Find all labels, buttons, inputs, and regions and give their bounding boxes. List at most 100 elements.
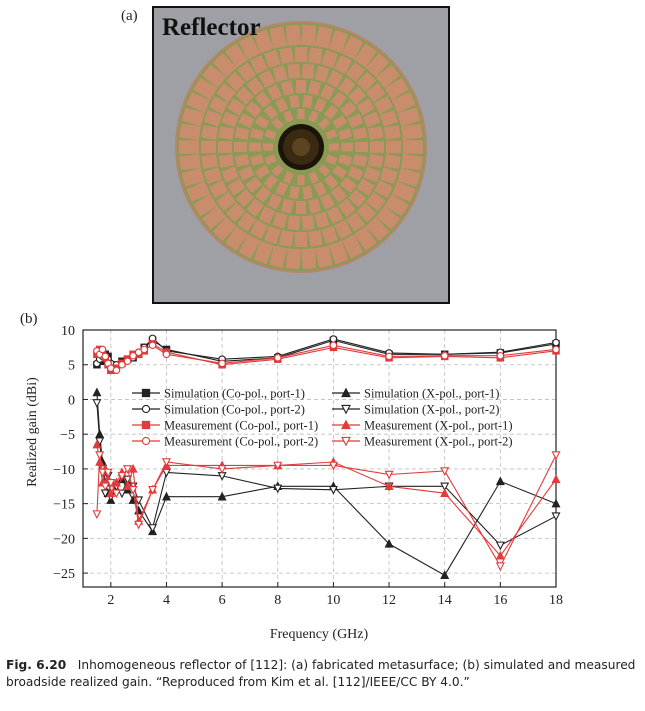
copper-patch bbox=[334, 55, 352, 75]
copper-patch bbox=[245, 176, 262, 193]
series-3 bbox=[93, 340, 560, 375]
x-tick-label: 6 bbox=[219, 593, 226, 608]
x-tick-label: 2 bbox=[107, 593, 114, 608]
patch-ring-1 bbox=[263, 109, 339, 185]
copper-patch bbox=[234, 141, 247, 153]
copper-patch bbox=[375, 206, 400, 230]
copper-patch bbox=[337, 77, 356, 96]
copper-patch bbox=[218, 154, 235, 168]
copper-patch bbox=[365, 216, 390, 241]
copper-patch bbox=[379, 110, 399, 127]
legend-label: Simulation (Co-pol., port-2) bbox=[164, 403, 305, 417]
data-point bbox=[148, 341, 157, 350]
data-point bbox=[98, 345, 107, 354]
copper-patch bbox=[186, 181, 211, 202]
data-point bbox=[551, 474, 561, 484]
data-point bbox=[495, 562, 505, 572]
copper-patch bbox=[356, 202, 377, 223]
copper-patch bbox=[267, 84, 283, 101]
data-point bbox=[123, 481, 133, 491]
data-point bbox=[552, 345, 560, 354]
copper-patch bbox=[341, 142, 353, 152]
copper-patch bbox=[356, 71, 377, 92]
copper-patch bbox=[255, 186, 272, 203]
copper-patch bbox=[334, 219, 352, 239]
copper-patch bbox=[289, 94, 300, 109]
data-point bbox=[274, 354, 282, 362]
legend-entry: Simulation (X-pol., port-1) bbox=[332, 387, 499, 401]
data-point bbox=[162, 350, 171, 359]
copper-patch bbox=[271, 117, 284, 130]
data-point bbox=[384, 538, 394, 548]
copper-patch bbox=[384, 194, 409, 217]
legend-label: Measurement (X-pol., port-2) bbox=[364, 435, 513, 449]
data-point bbox=[100, 482, 110, 492]
copper-patch bbox=[308, 80, 321, 96]
copper-patch bbox=[201, 125, 219, 140]
copper-patch bbox=[352, 154, 368, 167]
data-point bbox=[328, 486, 338, 495]
copper-patch bbox=[258, 206, 276, 224]
data-point bbox=[273, 461, 283, 471]
copper-patch bbox=[370, 141, 384, 153]
copper-patch bbox=[308, 47, 323, 65]
copper-patch bbox=[216, 83, 236, 103]
data-point bbox=[495, 541, 505, 551]
legend-entry: Measurement (Co-pol., port-1) bbox=[132, 419, 318, 433]
data-point bbox=[551, 451, 561, 461]
copper-patch bbox=[201, 140, 216, 154]
y-tick-label: 10 bbox=[61, 324, 75, 339]
patch-ring-4 bbox=[218, 63, 384, 231]
data-point bbox=[384, 481, 394, 491]
copper-patch bbox=[186, 92, 211, 113]
legend-entry: Measurement (X-pol., port-2) bbox=[332, 435, 513, 449]
copper-patch bbox=[314, 211, 330, 229]
legend-label: Simulation (Co-pol., port-1) bbox=[164, 387, 305, 401]
copper-patch bbox=[329, 143, 339, 151]
copper-patch bbox=[319, 193, 335, 210]
data-point bbox=[217, 465, 227, 474]
series-group bbox=[92, 334, 561, 579]
copper-patch bbox=[373, 180, 393, 198]
x-tick-label: 12 bbox=[382, 593, 396, 608]
copper-patch bbox=[386, 140, 401, 154]
y-tick-label: 0 bbox=[68, 393, 75, 408]
copper-patch bbox=[179, 154, 201, 171]
copper-patch bbox=[397, 167, 421, 187]
copper-patch bbox=[379, 167, 399, 184]
y-tick-label: −20 bbox=[53, 532, 75, 547]
copper-patch bbox=[179, 140, 199, 154]
copper-patch bbox=[347, 113, 364, 129]
copper-patch bbox=[227, 98, 246, 116]
copper-patch bbox=[323, 104, 339, 120]
copper-patch bbox=[330, 186, 347, 203]
copper-patch bbox=[302, 94, 313, 109]
data-point bbox=[161, 458, 171, 467]
copper-patch bbox=[294, 47, 308, 62]
copper-patch bbox=[325, 154, 338, 165]
x-tick-label: 4 bbox=[163, 593, 170, 608]
copper-patch bbox=[245, 101, 262, 118]
copper-patch bbox=[318, 164, 331, 177]
x-tick-label: 16 bbox=[493, 593, 507, 608]
copper-patch bbox=[338, 128, 353, 140]
data-point bbox=[329, 341, 338, 350]
copper-patch bbox=[391, 181, 416, 202]
data-point bbox=[148, 524, 158, 533]
copper-patch bbox=[308, 171, 319, 184]
copper-patch bbox=[301, 63, 315, 79]
data-point bbox=[128, 486, 138, 495]
copper-patch bbox=[326, 70, 344, 88]
data-point bbox=[341, 419, 351, 430]
copper-patch bbox=[363, 111, 381, 128]
copper-patch bbox=[318, 117, 331, 130]
patch-ring-6 bbox=[179, 24, 423, 270]
copper-patch bbox=[235, 189, 254, 208]
data-point bbox=[141, 436, 151, 446]
legend-label: Measurement (Co-pol., port-1) bbox=[164, 419, 318, 433]
data-point bbox=[440, 351, 449, 360]
copper-patch bbox=[401, 123, 423, 140]
data-point bbox=[141, 388, 151, 398]
copper-patch bbox=[289, 185, 300, 200]
copper-patch bbox=[225, 71, 246, 92]
